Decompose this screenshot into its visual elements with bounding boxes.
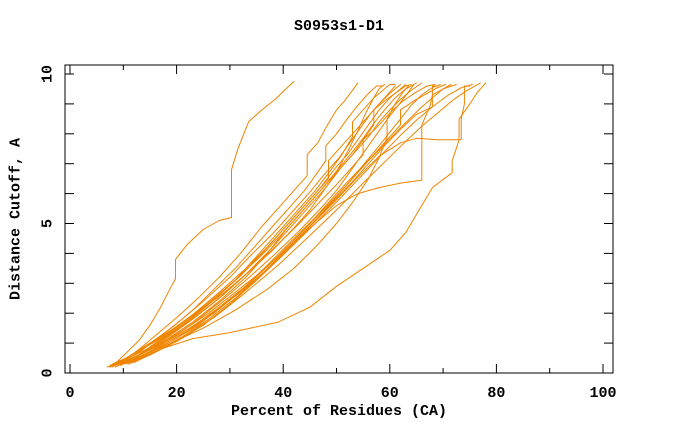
model-curve: [130, 82, 481, 363]
x-tick-label: 40: [274, 385, 292, 402]
x-tick-label: 0: [65, 385, 74, 402]
x-tick-label: 20: [168, 385, 186, 402]
model-curve: [117, 85, 396, 365]
model-curve: [117, 85, 439, 366]
model-curve: [114, 84, 396, 368]
model-curve: [109, 82, 417, 366]
chart-title: S0953s1-D1: [293, 18, 384, 35]
model-curve: [120, 84, 447, 365]
model-curve: [109, 84, 385, 368]
model-curve: [114, 84, 436, 365]
model-curve: [112, 84, 407, 365]
model-curve: [133, 84, 457, 363]
model-curve: [125, 82, 423, 363]
model-curve: [112, 85, 383, 366]
y-tick-label: 10: [40, 65, 57, 83]
model-curve: [120, 84, 401, 366]
x-tick-label: 100: [589, 385, 616, 402]
model-curve: [117, 84, 473, 365]
x-tick-label: 60: [381, 385, 399, 402]
model-curve: [112, 84, 452, 366]
y-tick-label: 0: [40, 368, 57, 377]
y-tick-label: 5: [40, 219, 57, 228]
x-tick-label: 80: [487, 385, 505, 402]
model-curve: [109, 81, 295, 368]
model-curve: [133, 82, 487, 362]
model-curve: [125, 84, 415, 365]
model-curve: [112, 82, 359, 368]
model-curve: [122, 85, 471, 365]
x-axis-title: Percent of Residues (CA): [230, 403, 448, 420]
plot-border: [64, 64, 614, 374]
model-curve: [106, 85, 409, 368]
model-curve: [128, 84, 441, 365]
